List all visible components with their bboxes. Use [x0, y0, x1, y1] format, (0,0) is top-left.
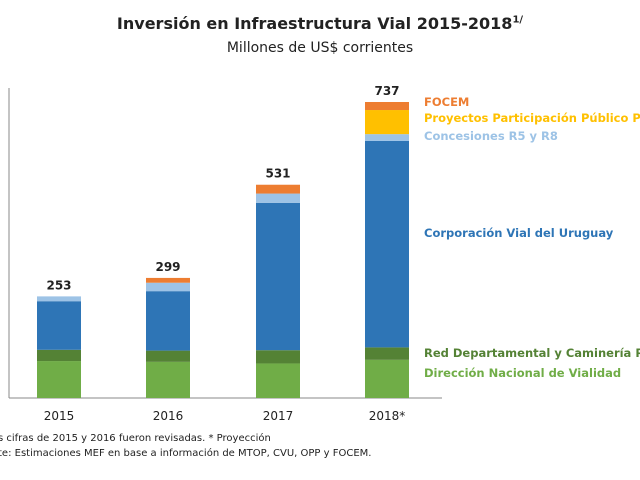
- legend-label: Proyectos Participación Público Privada: [424, 111, 640, 125]
- chart-title-text: Inversión en Infraestructura Vial 2015-2…: [116, 14, 513, 33]
- legend-label: Corporación Vial del Uruguay: [424, 226, 614, 240]
- bar-segment-direcci-n-nacional-de-vialidad: [256, 363, 300, 398]
- bar-segment-red-departamental-y-caminer-a-rural: [146, 350, 190, 362]
- bar-segment-red-departamental-y-caminer-a-rural: [37, 349, 81, 362]
- total-label: 299: [155, 260, 180, 274]
- x-tick-label: 2017: [263, 409, 294, 423]
- legend-label: Concesiones R5 y R8: [424, 129, 558, 143]
- legend-label: Red Departamental y Caminería Rural: [424, 346, 640, 360]
- legend-label: Dirección Nacional de Vialidad: [424, 366, 621, 380]
- bar-segment-concesiones-r5-y-r8: [146, 282, 190, 292]
- bar-segment-focem: [256, 184, 300, 194]
- chart-subtitle: Millones de US$ corrientes: [226, 40, 414, 56]
- total-label: 531: [265, 167, 290, 181]
- bar-segment-direcci-n-nacional-de-vialidad: [37, 361, 81, 398]
- bar-segment-concesiones-r5-y-r8: [365, 134, 409, 141]
- total-label: 253: [46, 278, 71, 292]
- bar-segment-corporaci-n-vial-del-uruguay: [146, 291, 190, 351]
- bar-segment-direcci-n-nacional-de-vialidad: [146, 361, 190, 398]
- title-superscript: 1/: [512, 14, 524, 26]
- bar-segment-focem: [365, 102, 409, 111]
- bar-segment-corporaci-n-vial-del-uruguay: [256, 202, 300, 351]
- x-tick-label: 2015: [44, 409, 75, 423]
- x-tick-label: 2016: [153, 409, 184, 423]
- bar-segment-corporaci-n-vial-del-uruguay: [37, 301, 81, 350]
- bar-segment-concesiones-r5-y-r8: [256, 193, 300, 203]
- bar-segment-proyectos-participaci-n-p-blico-privada: [365, 110, 409, 135]
- footnote-revision: s cifras de 2015 y 2016 fueron revisadas…: [0, 433, 271, 444]
- x-tick-label: 2018*: [369, 409, 406, 423]
- legend-label: FOCEM: [424, 95, 469, 109]
- bar-segment-direcci-n-nacional-de-vialidad: [365, 359, 409, 398]
- total-label: 737: [374, 84, 399, 98]
- chart-title: Inversión en Infraestructura Vial 2015-2…: [0, 14, 640, 33]
- bar-segment-red-departamental-y-caminer-a-rural: [365, 347, 409, 360]
- bar-segment-focem: [146, 277, 190, 283]
- bar-segment-red-departamental-y-caminer-a-rural: [256, 350, 300, 364]
- bar-segment-corporaci-n-vial-del-uruguay: [365, 140, 409, 348]
- bar-segment-concesiones-r5-y-r8: [37, 296, 81, 302]
- footnote-source: te: Estimaciones MEF en base a informaci…: [0, 448, 372, 459]
